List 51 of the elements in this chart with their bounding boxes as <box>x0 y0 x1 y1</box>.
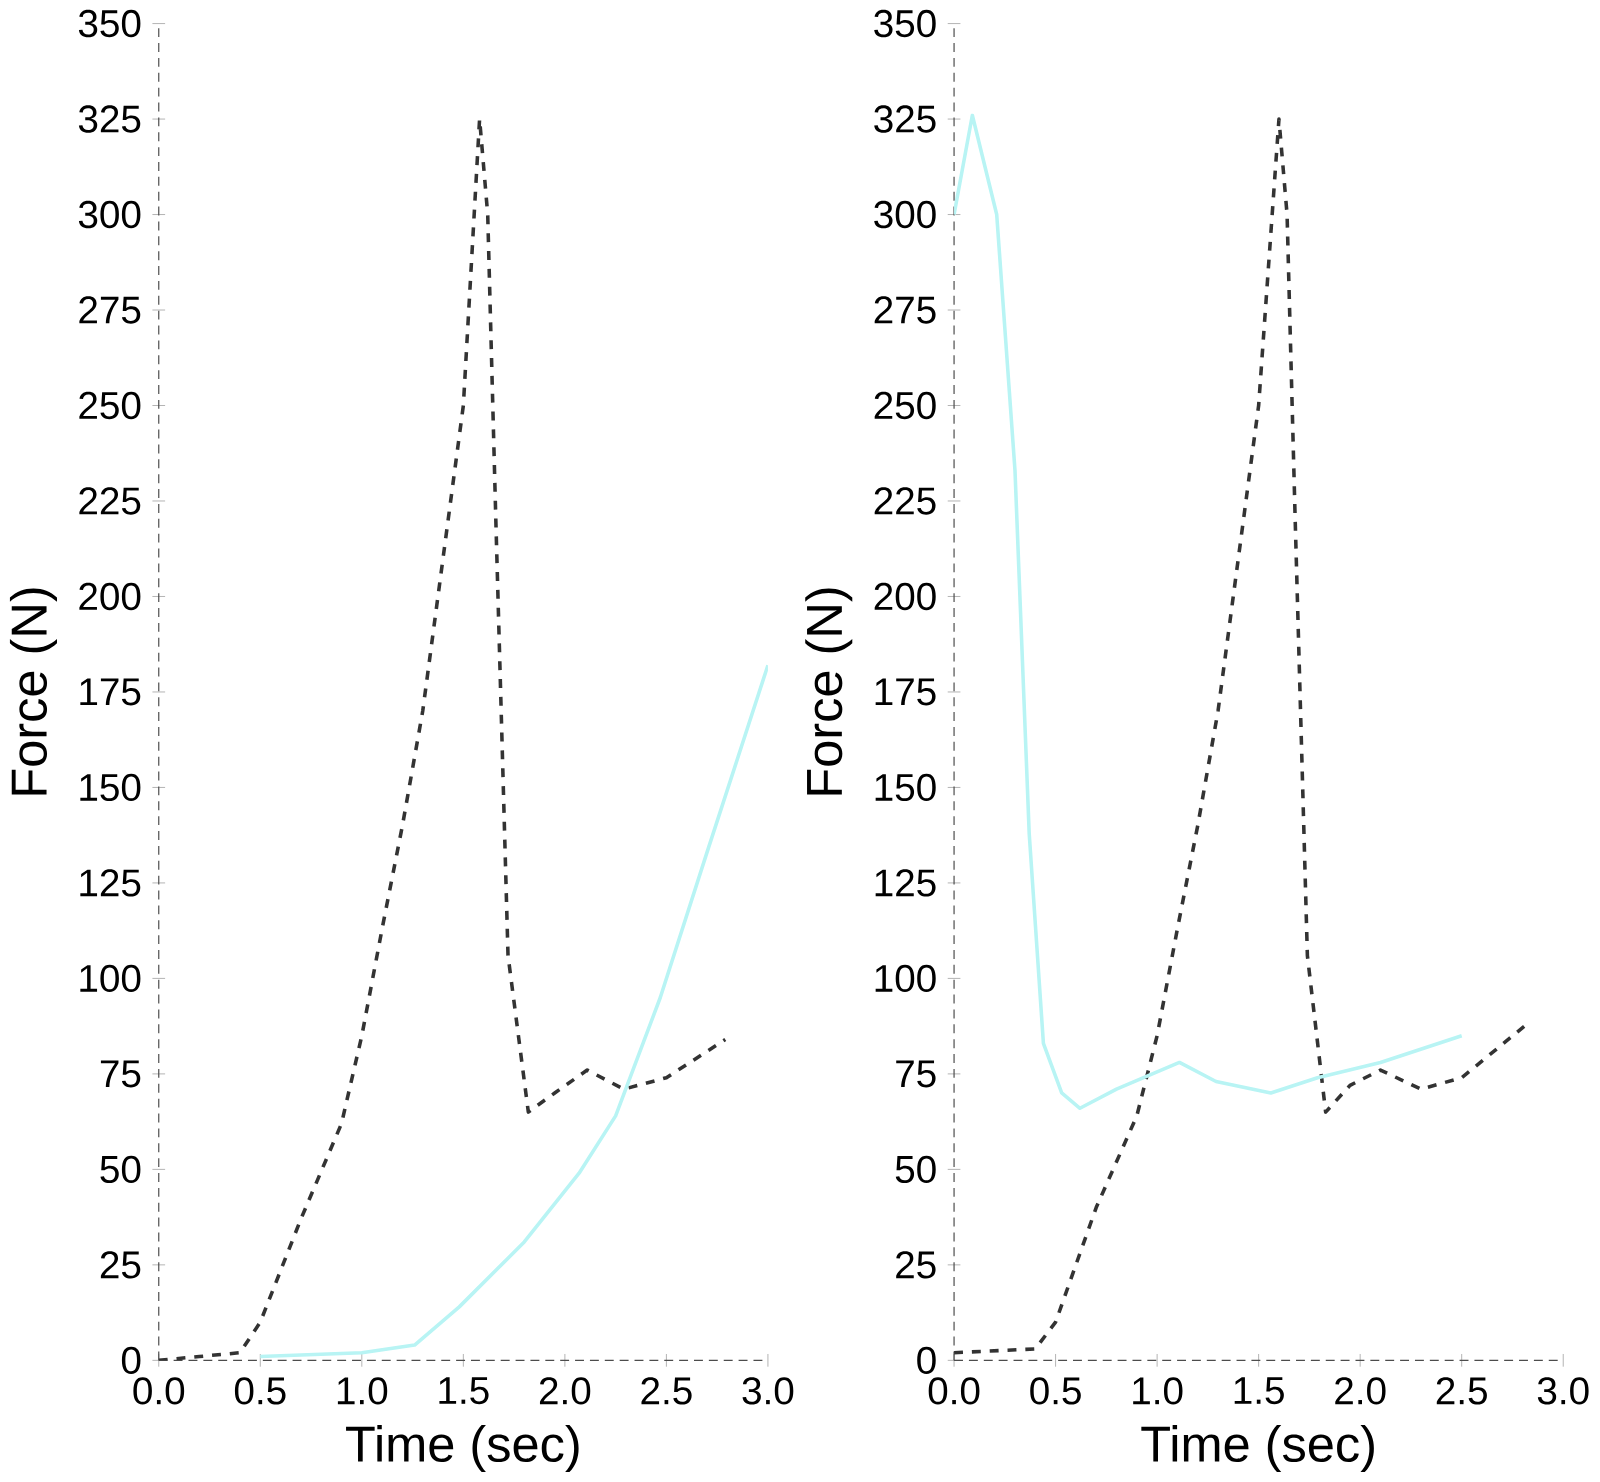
x-tick-label: 1.5 <box>1234 1377 1284 1405</box>
x-tick-label: 2.0 <box>539 1377 591 1405</box>
y-tick-label: 125 <box>875 869 936 897</box>
x-tick-label: 0.0 <box>133 1377 185 1405</box>
y-tick-label: 50 <box>895 1155 936 1184</box>
y-tick-label: 75 <box>896 1060 936 1088</box>
y-tick-label: 325 <box>874 105 936 133</box>
y-tick-label: 225 <box>874 487 936 515</box>
x-tick-label: 0.5 <box>234 1377 286 1405</box>
y-tick-label: 125 <box>80 869 141 897</box>
y-tick-label: 250 <box>79 391 141 420</box>
x-axis-title: Time (sec) <box>1141 1425 1374 1473</box>
y-tick-label: 150 <box>875 773 936 802</box>
x-tick-label: 0.0 <box>928 1377 980 1405</box>
y-axis-title: Force (N) <box>9 588 57 795</box>
y-tick-label: 175 <box>80 678 141 706</box>
y-tick-label: 225 <box>79 487 141 515</box>
x-tick-label: 3.0 <box>742 1377 794 1405</box>
y-tick-label: 300 <box>874 200 936 229</box>
line-series <box>258 663 768 1359</box>
x-tick-label: 1.0 <box>1133 1377 1183 1405</box>
y-tick-label: 175 <box>875 678 936 706</box>
y-tick-label: 75 <box>100 1060 141 1088</box>
y-tick-label: 25 <box>896 1251 936 1279</box>
y-tick-label: 300 <box>78 200 141 229</box>
x-tick-label: 1.0 <box>337 1377 388 1405</box>
x-axis-title: Time (sec) <box>346 1425 579 1473</box>
y-tick-label: 50 <box>100 1155 141 1184</box>
y-tick-label: 0 <box>121 1346 141 1375</box>
y-tick-label: 350 <box>874 9 936 38</box>
x-tick-label: 1.5 <box>439 1377 489 1405</box>
y-tick-label: 325 <box>78 105 141 133</box>
y-tick-label: 150 <box>80 773 141 802</box>
y-tick-label: 275 <box>79 296 141 324</box>
x-tick-label: 2.5 <box>641 1377 692 1405</box>
x-tick-label: 0.5 <box>1030 1377 1081 1405</box>
y-tick-label: 250 <box>874 391 936 420</box>
y-tick-label: 200 <box>874 582 936 611</box>
y-tick-label: 200 <box>79 582 141 611</box>
y-tick-label: 25 <box>100 1251 141 1279</box>
x-tick-label: 3.0 <box>1537 1377 1589 1405</box>
x-tick-label: 2.0 <box>1335 1377 1386 1405</box>
y-tick-label: 350 <box>78 9 141 38</box>
y-tick-label: 275 <box>874 296 936 324</box>
y-tick-label: 100 <box>80 964 141 993</box>
y-axis-title: Force (N) <box>805 588 853 795</box>
line-series <box>158 117 728 1361</box>
y-tick-label: 0 <box>917 1346 936 1375</box>
x-tick-label: 2.5 <box>1436 1377 1487 1405</box>
y-tick-label: 100 <box>875 964 936 993</box>
line-series <box>954 113 1464 1111</box>
